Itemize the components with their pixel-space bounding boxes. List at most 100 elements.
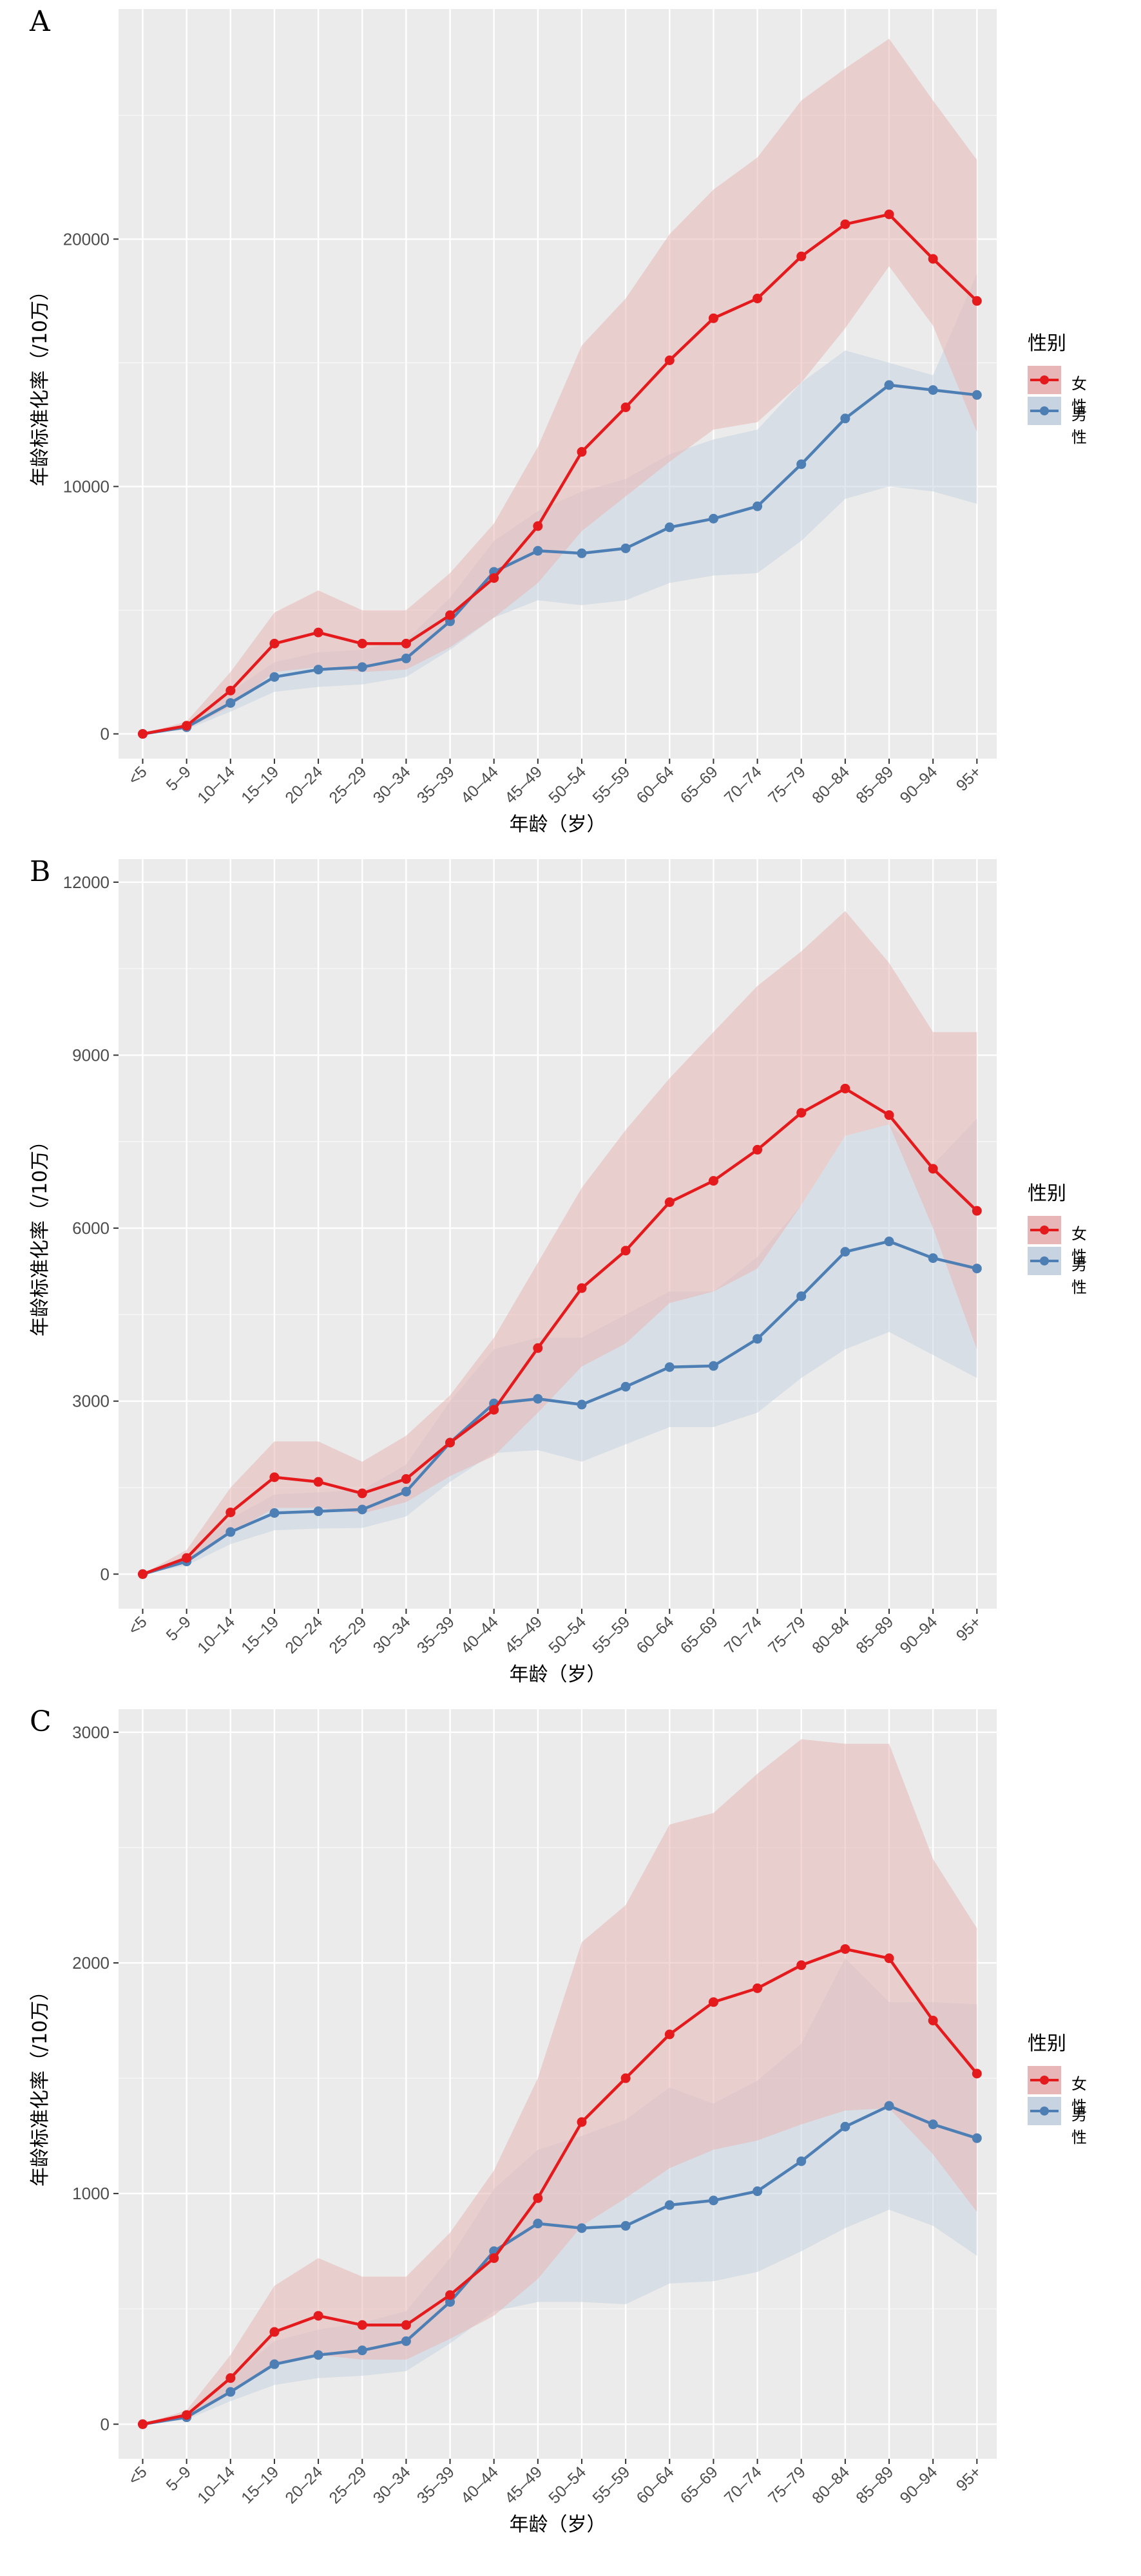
legend-key-male bbox=[1028, 397, 1061, 425]
x-tick-label: 25–29 bbox=[326, 2463, 370, 2507]
male-point bbox=[620, 1381, 631, 1392]
legend-key-female bbox=[1028, 366, 1061, 394]
x-tick-label: 55–59 bbox=[589, 2463, 633, 2507]
x-tick-label: <5 bbox=[125, 762, 151, 788]
female-point bbox=[533, 521, 543, 531]
male-point bbox=[577, 2223, 587, 2233]
x-tick-label: 90–94 bbox=[896, 2463, 941, 2507]
male-point bbox=[357, 1504, 367, 1515]
x-tick-label: 80–84 bbox=[809, 762, 853, 807]
female-point bbox=[577, 2117, 587, 2127]
female-point bbox=[708, 1997, 718, 2007]
female-point bbox=[313, 1477, 323, 1487]
female-point bbox=[401, 1474, 411, 1484]
legend-label-male: 男性 bbox=[1071, 2106, 1087, 2146]
female-point bbox=[928, 2016, 938, 2026]
male-point bbox=[708, 513, 718, 524]
x-tick-label: 55–59 bbox=[589, 762, 633, 807]
y-axis-title: 年龄标准化率（/10万） bbox=[29, 1132, 52, 1336]
female-point bbox=[445, 2290, 455, 2300]
female-series-line bbox=[142, 213, 978, 735]
female-point bbox=[313, 627, 323, 638]
male-point bbox=[796, 1291, 807, 1302]
x-tick-label: 50–54 bbox=[545, 762, 590, 807]
female-point bbox=[577, 1283, 587, 1293]
x-tick-label: 20–24 bbox=[282, 1613, 326, 1657]
legend-label-female: 女性 bbox=[1071, 1225, 1087, 1265]
x-tick-label: 15–19 bbox=[238, 1613, 282, 1657]
x-tick-label: 5–9 bbox=[163, 2463, 195, 2494]
x-tick-label: 95+ bbox=[953, 1613, 985, 1645]
female-point bbox=[182, 721, 192, 731]
x-tick-label: 80–84 bbox=[809, 1613, 853, 1657]
x-tick-label: 30–34 bbox=[370, 1613, 414, 1657]
x-tick-label: 30–34 bbox=[370, 762, 414, 807]
x-tick-label: 65–69 bbox=[677, 762, 722, 807]
female-point bbox=[620, 402, 631, 412]
legend-item-female: 女性 bbox=[1028, 366, 1087, 415]
x-tick-label: 35–39 bbox=[414, 2463, 458, 2507]
male-point bbox=[269, 672, 280, 682]
male-point bbox=[577, 548, 587, 558]
female-point bbox=[269, 1472, 280, 1482]
female-point bbox=[664, 1197, 675, 1208]
legend-title: 性别 bbox=[1028, 332, 1066, 355]
legend-item-male: 男性 bbox=[1028, 1247, 1087, 1296]
y-tick-label: 0 bbox=[101, 2414, 110, 2434]
male-point bbox=[753, 501, 763, 511]
male-point bbox=[269, 2359, 280, 2369]
female-point bbox=[269, 638, 280, 649]
male-point bbox=[884, 1236, 894, 1247]
x-tick-label: <5 bbox=[125, 2463, 151, 2488]
panel-letter: C bbox=[30, 1705, 52, 1738]
female-point bbox=[753, 1144, 763, 1155]
x-tick-label: 45–49 bbox=[501, 1613, 546, 1657]
x-tick-label: 60–64 bbox=[633, 1613, 678, 1657]
female-point bbox=[182, 1553, 192, 1563]
x-tick-label: 70–74 bbox=[721, 762, 765, 807]
male-point bbox=[313, 2350, 323, 2360]
male-point bbox=[928, 1253, 938, 1264]
female-point bbox=[533, 1343, 543, 1353]
female-point bbox=[225, 1507, 236, 1517]
y-tick-label: 9000 bbox=[72, 1045, 110, 1065]
x-tick-label: 10–14 bbox=[194, 1613, 238, 1657]
panel-a: A 0 10000 20000 <5 5–9 10–14 15–19 20–24 25–29 30… bbox=[0, 0, 1141, 850]
legend-label-male: 男性 bbox=[1071, 1256, 1087, 1296]
female-point bbox=[489, 573, 499, 583]
male-point bbox=[753, 1334, 763, 1344]
x-tick-label: 65–69 bbox=[677, 1613, 722, 1657]
female-point bbox=[708, 313, 718, 323]
x-tick-label: 5–9 bbox=[163, 762, 195, 794]
male-point bbox=[840, 2121, 850, 2132]
male-point bbox=[225, 698, 236, 708]
male-point bbox=[884, 380, 894, 390]
x-tick-label: 85–89 bbox=[852, 2463, 897, 2507]
x-tick-label: 35–39 bbox=[414, 762, 458, 807]
female-point bbox=[708, 1176, 718, 1186]
female-point bbox=[840, 1944, 850, 1954]
female-point bbox=[445, 1437, 455, 1448]
female-point bbox=[357, 638, 367, 649]
x-tick-label: 20–24 bbox=[282, 762, 326, 807]
chart-a-svg: 0 10000 20000 <5 5–9 10–14 15–19 20–24 25–29 30–3… bbox=[29, 9, 997, 836]
y-tick-label: 0 bbox=[101, 724, 110, 744]
x-tick-label: 10–14 bbox=[194, 762, 238, 807]
legend-label-male: 男性 bbox=[1071, 406, 1087, 446]
x-tick-label: 25–29 bbox=[326, 1613, 370, 1657]
legend-key-female bbox=[1028, 1216, 1061, 1244]
male-point bbox=[753, 2186, 763, 2197]
x-tick-label: 40–44 bbox=[457, 1613, 502, 1657]
x-tick-label: 20–24 bbox=[282, 2463, 326, 2507]
female-point bbox=[137, 1569, 148, 1579]
x-tick-label: 5–9 bbox=[163, 1613, 195, 1644]
x-tick-label: 45–49 bbox=[501, 762, 546, 807]
female-ci-band bbox=[142, 911, 977, 1575]
female-point bbox=[796, 1960, 807, 1971]
male-point bbox=[972, 1264, 982, 1274]
y-tick-label: 0 bbox=[101, 1564, 110, 1584]
female-point bbox=[357, 2320, 367, 2330]
male-point bbox=[533, 2219, 543, 2229]
y-axis-title: 年龄标准化率（/10万） bbox=[29, 281, 52, 486]
male-point bbox=[533, 1394, 543, 1404]
